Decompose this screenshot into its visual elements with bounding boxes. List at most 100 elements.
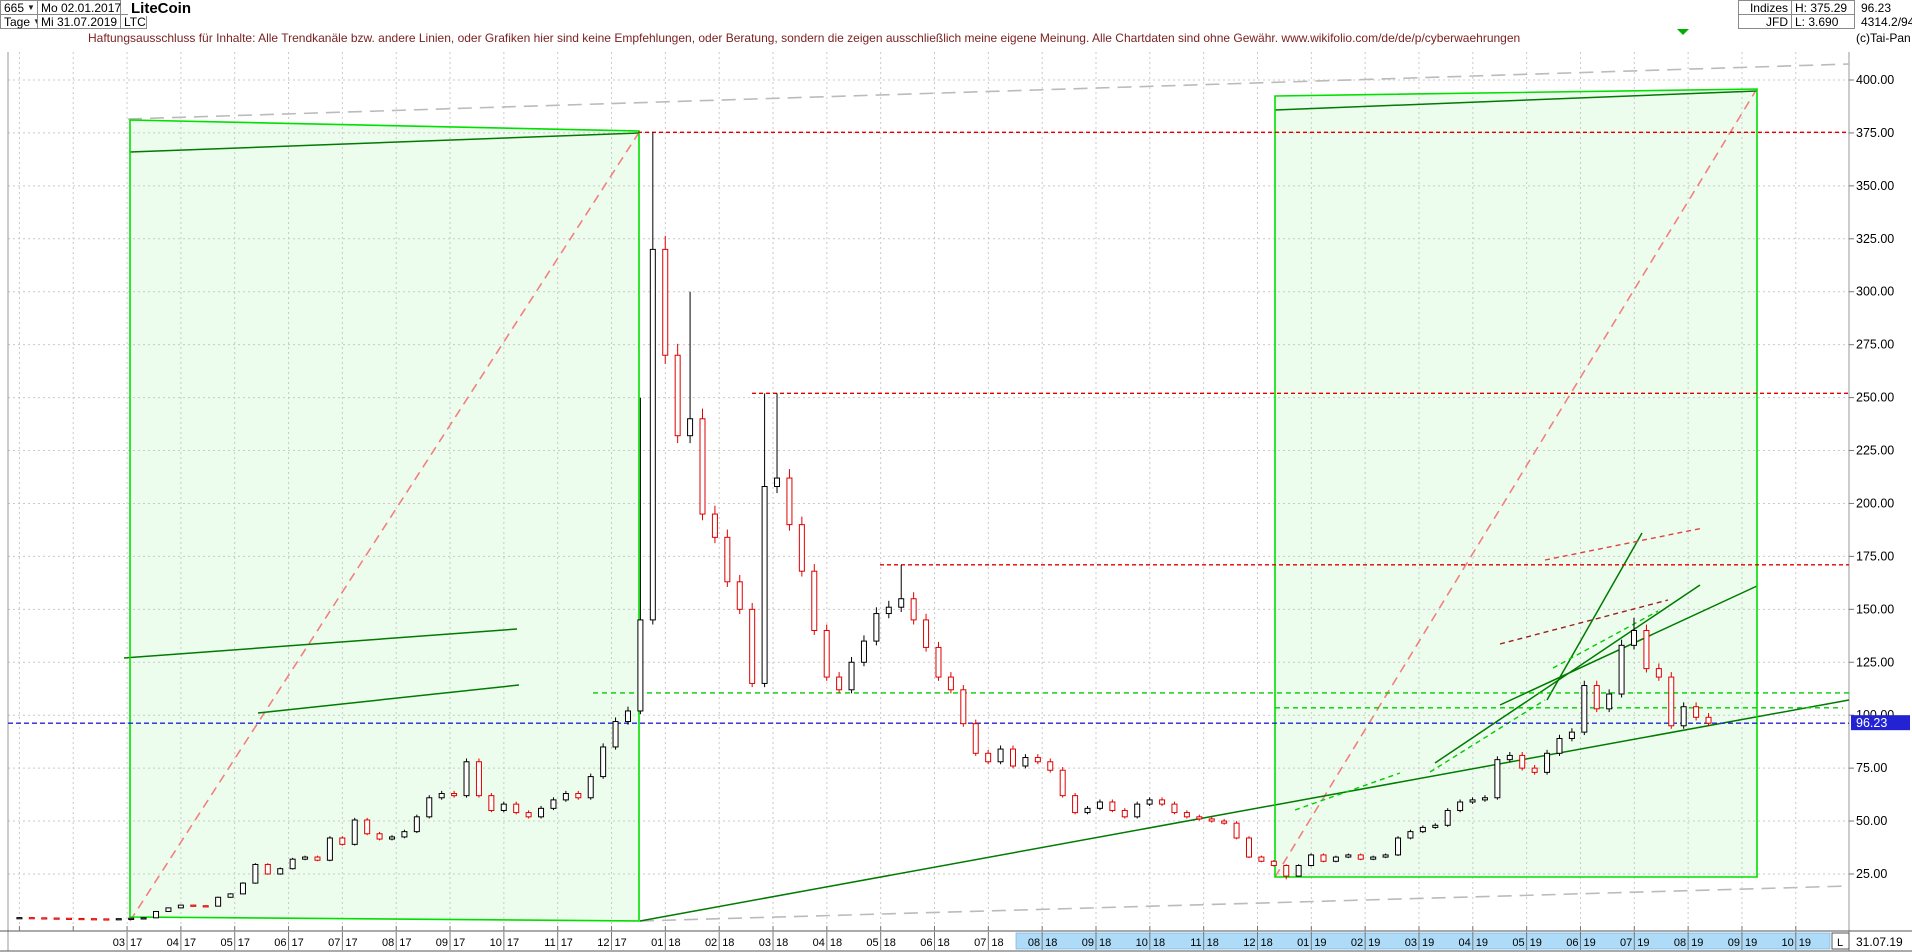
- svg-text:225.00: 225.00: [1856, 444, 1894, 458]
- volume-cell: 4314.2/94: [1858, 14, 1912, 29]
- x-axis-highlight-band: [1015, 932, 1831, 950]
- svg-text:08: 08: [1028, 937, 1040, 949]
- svg-text:19: 19: [1799, 937, 1811, 949]
- svg-text:09: 09: [436, 937, 448, 949]
- svg-text:09: 09: [1082, 937, 1094, 949]
- date-from-value: Mo 02.01.2017: [41, 0, 122, 15]
- instrument-name: LiteCoin: [131, 0, 191, 17]
- timeframe-value: Tage: [4, 14, 31, 29]
- svg-text:17: 17: [561, 937, 573, 949]
- svg-text:10: 10: [1136, 937, 1148, 949]
- svg-text:06: 06: [1566, 937, 1578, 949]
- svg-text:04: 04: [167, 937, 179, 949]
- svg-text:06: 06: [274, 937, 286, 949]
- svg-text:11: 11: [544, 937, 555, 949]
- svg-text:07: 07: [1620, 937, 1632, 949]
- trendlines: [123, 63, 1850, 922]
- svg-text:01: 01: [651, 937, 663, 949]
- svg-text:08: 08: [1674, 937, 1686, 949]
- svg-text:12: 12: [1243, 937, 1255, 949]
- svg-text:300.00: 300.00: [1856, 285, 1894, 299]
- svg-text:17: 17: [399, 937, 411, 949]
- svg-text:18: 18: [776, 937, 788, 949]
- svg-text:04: 04: [1459, 937, 1471, 949]
- svg-text:19: 19: [1314, 937, 1326, 949]
- date-to-value: Mi 31.07.2019: [41, 14, 118, 29]
- trend-box-2017-fill: [130, 120, 639, 921]
- svg-text:17: 17: [130, 937, 142, 949]
- period-high-cell: H: 375.29: [1791, 0, 1855, 15]
- svg-text:19: 19: [1530, 937, 1542, 949]
- svg-text:19: 19: [1368, 937, 1380, 949]
- svg-text:75.00: 75.00: [1856, 761, 1887, 775]
- period-low-value: L: 3.690: [1795, 14, 1839, 29]
- category-cell: Indizes: [1738, 0, 1792, 15]
- svg-text:175.00: 175.00: [1856, 549, 1894, 563]
- svg-text:18: 18: [830, 937, 842, 949]
- svg-text:02: 02: [705, 937, 717, 949]
- svg-text:05: 05: [866, 937, 878, 949]
- candlesticks: [16, 132, 1712, 921]
- svg-text:17: 17: [238, 937, 250, 949]
- svg-text:19: 19: [1476, 937, 1488, 949]
- grid-lines: [8, 52, 1849, 930]
- svg-text:03: 03: [759, 937, 771, 949]
- svg-text:400.00: 400.00: [1856, 73, 1894, 87]
- svg-text:03: 03: [113, 937, 125, 949]
- svg-text:05: 05: [1512, 937, 1524, 949]
- svg-text:18: 18: [1207, 937, 1219, 949]
- plot-frame: [0, 52, 1912, 952]
- date-to-field[interactable]: Mi 31.07.2019: [37, 14, 121, 29]
- last-price-cell: 96.23: [1858, 0, 1912, 15]
- svg-text:19: 19: [1583, 937, 1595, 949]
- last-price-value: 96.23: [1861, 0, 1892, 15]
- period-low-cell: L: 3.690: [1791, 14, 1855, 29]
- svg-text:17: 17: [453, 937, 465, 949]
- symbol-value: LTC: [124, 14, 146, 29]
- trend-channel-boxes: [129, 88, 1758, 922]
- green-triangle-marker: [1677, 29, 1689, 35]
- svg-text:18: 18: [722, 937, 734, 949]
- svg-text:12: 12: [597, 937, 609, 949]
- svg-text:05: 05: [220, 937, 232, 949]
- svg-text:18: 18: [668, 937, 680, 949]
- svg-text:19: 19: [1691, 937, 1703, 949]
- timeframe-dropdown[interactable]: Tage ▼: [0, 14, 41, 29]
- svg-text:200.00: 200.00: [1856, 496, 1894, 510]
- trend-channel-box-fills: [130, 89, 1757, 921]
- svg-text:19: 19: [1422, 937, 1434, 949]
- svg-text:06: 06: [920, 937, 932, 949]
- y-axis[interactable]: 400.00 375.00 350.00 325.00 300.00 275.00 250.…: [1849, 73, 1894, 881]
- trend-box-2019: [1274, 88, 1758, 878]
- disclaimer-text: Haftungsausschluss für Inhalte: Alle Tre…: [88, 31, 1521, 45]
- svg-text:375.00: 375.00: [1856, 126, 1894, 140]
- svg-text:17: 17: [184, 937, 196, 949]
- svg-text:18: 18: [1099, 937, 1111, 949]
- svg-text:325.00: 325.00: [1856, 232, 1894, 246]
- trend-box-2017: [129, 119, 640, 922]
- svg-text:11: 11: [1190, 937, 1201, 949]
- svg-text:L: L: [1837, 937, 1843, 949]
- price-levels: [8, 131, 1849, 724]
- svg-text:03: 03: [1405, 937, 1417, 949]
- svg-text:08: 08: [382, 937, 394, 949]
- last-price-tag: 96.23: [1851, 715, 1910, 731]
- svg-text:125.00: 125.00: [1856, 655, 1894, 669]
- x-axis[interactable]: 03 17 04 17 05 17 06 17 07 17 08 17 09 17 10 17 11 17 12 17…: [18, 926, 1903, 950]
- svg-text:01: 01: [1297, 937, 1309, 949]
- svg-text:18: 18: [938, 937, 950, 949]
- instrument-title: LiteCoin: [128, 0, 194, 17]
- chevron-down-icon: ▼: [27, 3, 35, 12]
- svg-text:18: 18: [1045, 937, 1057, 949]
- periods-value: 665: [4, 0, 25, 15]
- volume-value: 4314.2/94: [1861, 14, 1912, 29]
- svg-text:18: 18: [991, 937, 1003, 949]
- chevron-down-icon: ▼: [33, 17, 41, 26]
- date-from-field[interactable]: Mo 02.01.2017: [37, 0, 121, 15]
- svg-text:150.00: 150.00: [1856, 602, 1894, 616]
- period-high-value: H: 375.29: [1795, 0, 1848, 15]
- svg-text:17: 17: [292, 937, 304, 949]
- svg-text:07: 07: [328, 937, 340, 949]
